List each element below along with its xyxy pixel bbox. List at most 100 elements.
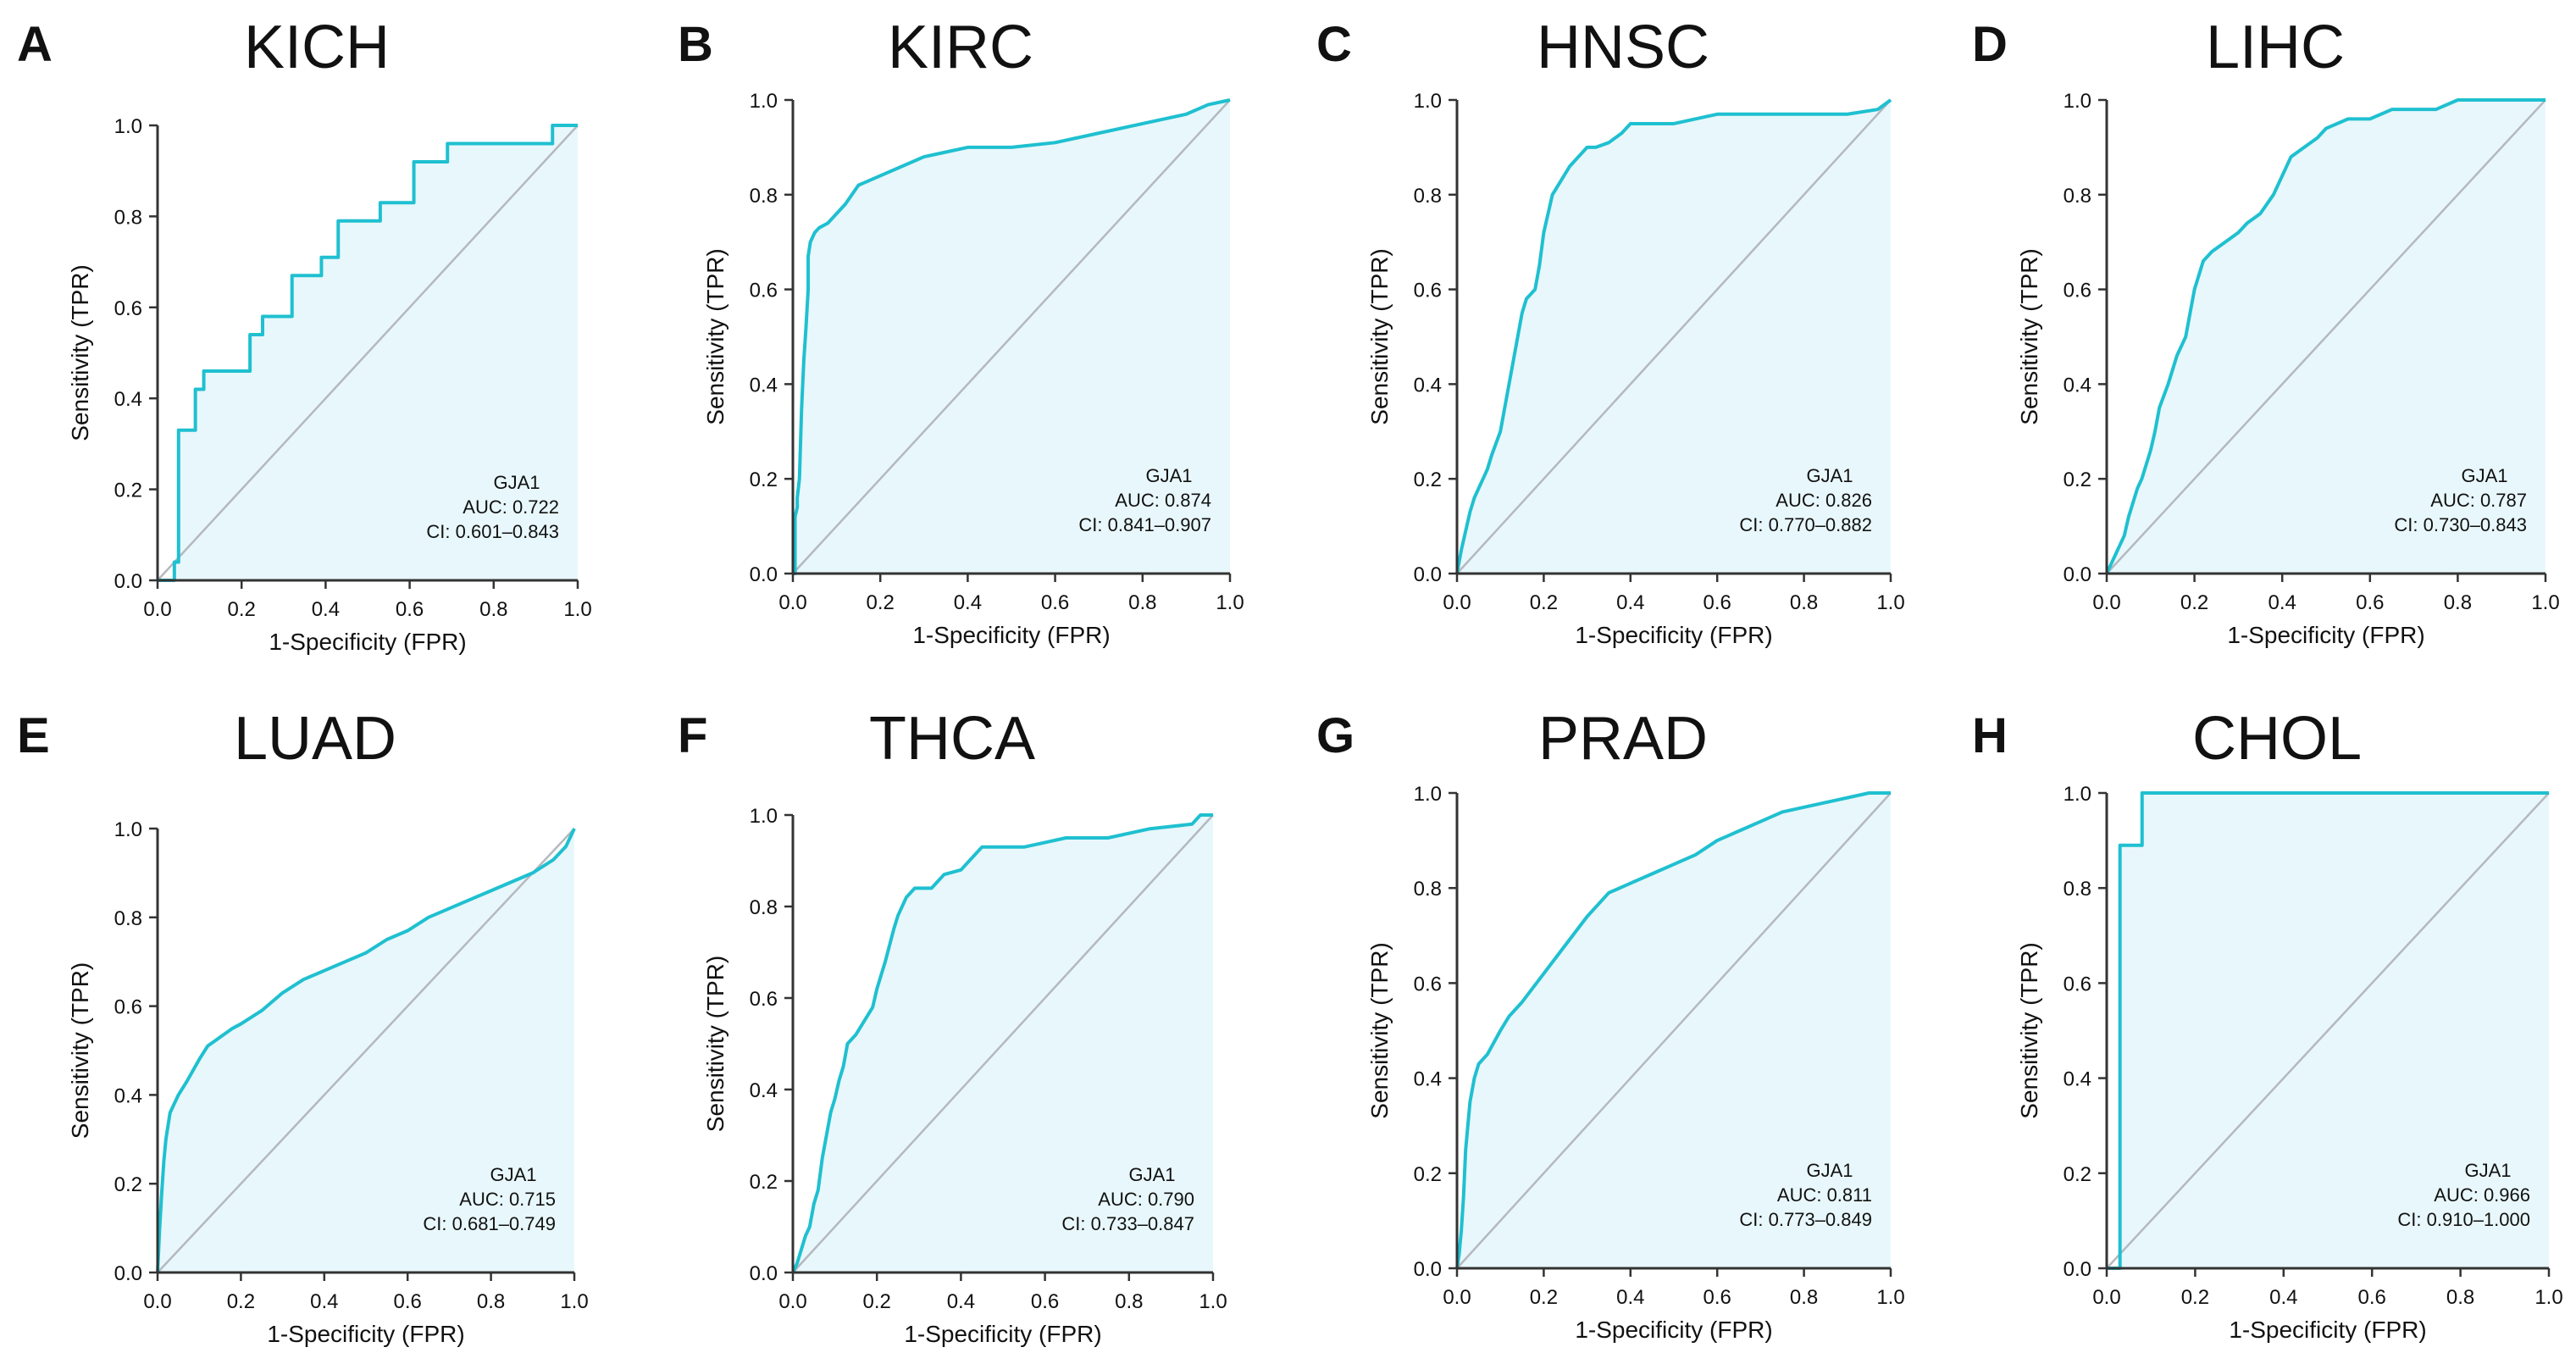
panel-title: THCA	[869, 705, 1035, 773]
x-tick-label: 0.2	[867, 591, 895, 614]
x-tick-label: 0.0	[1443, 591, 1471, 614]
panel-letter: A	[17, 17, 53, 72]
y-tick-label: 0.2	[2064, 1163, 2091, 1186]
y-tick-label: 0.4	[750, 374, 778, 396]
y-tick-label: 0.2	[1414, 1163, 1442, 1186]
x-tick-label: 1.0	[1199, 1290, 1227, 1313]
roc-curve	[1455, 791, 1891, 1269]
legend-ci: CI: 0.773–0.849	[1739, 1209, 1872, 1230]
x-tick-label: 0.2	[2180, 591, 2208, 614]
y-tick-label: 1.0	[750, 90, 778, 113]
x-tick-label: 0.0	[143, 598, 171, 621]
y-axis-title: Sensitivity (TPR)	[2016, 942, 2042, 1118]
x-axis-title: 1-Specificity (FPR)	[2229, 1317, 2426, 1343]
legend-ci: CI: 0.730–0.843	[2394, 514, 2527, 535]
y-axis-title: Sensitivity (TPR)	[67, 264, 93, 441]
legend-gene: GJA1	[1806, 465, 1853, 486]
legend-ci: CI: 0.733–0.847	[1061, 1213, 1194, 1234]
roc-panel-e: 0.00.0 0.2 0.2 0.4 0.4 0.6 0.6 0.8 0.8 1.0 1.0 1-Sp…	[17, 705, 589, 1347]
reference-diagonal	[792, 99, 1231, 574]
y-tick-label: 0.4	[114, 1084, 142, 1107]
y-tick-label: 0.0	[1414, 1258, 1442, 1281]
y-tick-label: 0.0	[1414, 563, 1442, 586]
legend-gene: GJA1	[2461, 465, 2507, 486]
legend-gene: GJA1	[2464, 1160, 2511, 1181]
legend-auc: AUC: 0.722	[463, 496, 559, 518]
legend-auc: AUC: 0.787	[2430, 490, 2527, 511]
x-tick-label: 0.6	[1703, 591, 1731, 614]
roc-curve	[2105, 98, 2546, 574]
x-tick-label: 0.4	[2269, 1286, 2297, 1309]
x-tick-label: 0.2	[2181, 1286, 2209, 1309]
roc-curve	[1455, 98, 1892, 574]
x-tick-label: 0.6	[394, 1290, 422, 1313]
roc-curve	[793, 98, 1231, 575]
panel-letter: B	[678, 17, 713, 72]
y-tick-label: 1.0	[1414, 783, 1442, 806]
roc-curve	[156, 828, 576, 1273]
y-axis-title: Sensitivity (TPR)	[2016, 248, 2042, 424]
panel-title: LIHC	[2206, 14, 2345, 81]
y-tick-label: 0.4	[750, 1079, 778, 1102]
roc-panel-g: 0.00.0 0.2 0.2 0.4 0.4 0.6 0.6 0.8 0.8 1.0 1.0 1-Sp…	[1316, 705, 1905, 1343]
y-tick-label: 1.0	[114, 818, 142, 841]
legend-gene: GJA1	[1145, 465, 1192, 486]
y-tick-label: 0.4	[1414, 374, 1442, 396]
legend-ci: CI: 0.910–1.000	[2397, 1209, 2530, 1230]
y-tick-label: 0.0	[114, 1262, 142, 1285]
y-tick-label: 1.0	[2064, 783, 2091, 806]
x-tick-label: 0.0	[2092, 1286, 2120, 1309]
reference-diagonal	[2106, 792, 2550, 1269]
y-tick-label: 0.8	[2064, 878, 2091, 901]
y-tick-label: 0.6	[750, 280, 778, 302]
panel-title: LUAD	[234, 705, 396, 773]
x-tick-label: 0.8	[477, 1290, 505, 1313]
y-tick-label: 0.6	[1414, 973, 1442, 995]
roc-curve	[158, 124, 578, 582]
y-axis-title: Sensitivity (TPR)	[1366, 248, 1393, 424]
y-tick-label: 0.4	[2064, 374, 2091, 396]
x-tick-label: 0.6	[2358, 1286, 2386, 1309]
roc-panel-d: 0.00.0 0.2 0.2 0.4 0.4 0.6 0.6 0.8 0.8 1.0 1.0 1-Sp…	[1972, 14, 2560, 648]
x-tick-label: 1.0	[1876, 591, 1904, 614]
x-axis-title: 1-Specificity (FPR)	[912, 622, 1110, 648]
x-tick-label: 0.4	[947, 1290, 975, 1313]
panel-letter: G	[1316, 708, 1354, 763]
legend-ci: CI: 0.601–0.843	[426, 521, 559, 542]
legend-auc: AUC: 0.790	[1098, 1189, 1194, 1210]
y-tick-label: 0.4	[114, 388, 142, 411]
y-tick-label: 0.4	[2064, 1068, 2091, 1091]
y-tick-label: 0.8	[2064, 185, 2091, 208]
y-tick-label: 0.6	[2064, 973, 2091, 995]
roc-panel-a: 0.00.0 0.2 0.2 0.4 0.4 0.6 0.6 0.8 0.8 1.0 1.0 1-Sp…	[17, 14, 592, 655]
x-tick-label: 0.8	[479, 598, 507, 621]
y-tick-label: 0.2	[750, 469, 778, 491]
y-tick-label: 0.8	[114, 206, 142, 229]
x-tick-label: 0.2	[228, 598, 256, 621]
legend-gene: GJA1	[1806, 1160, 1853, 1181]
x-tick-label: 0.8	[1790, 1286, 1818, 1309]
x-tick-label: 0.0	[1443, 1286, 1471, 1309]
legend-ci: CI: 0.681–0.749	[423, 1213, 556, 1234]
legend-gene: GJA1	[1128, 1164, 1175, 1185]
y-tick-label: 0.6	[2064, 280, 2091, 302]
roc-panel-b: 0.00.0 0.2 0.2 0.4 0.4 0.6 0.6 0.8 0.8 1.0 1.0 1-Sp…	[678, 14, 1244, 648]
roc-panel-h: 0.00.0 0.2 0.2 0.4 0.4 0.6 0.6 0.8 0.8 1.0 1.0 1-Sp…	[1972, 705, 2563, 1343]
x-tick-label: 0.0	[143, 1290, 171, 1313]
y-tick-label: 0.0	[2064, 1258, 2091, 1281]
y-tick-label: 0.6	[114, 996, 142, 1019]
x-tick-label: 0.6	[396, 598, 424, 621]
y-axis-title: Sensitivity (TPR)	[1366, 942, 1393, 1118]
x-tick-label: 1.0	[1876, 1286, 1904, 1309]
x-tick-label: 0.4	[954, 591, 982, 614]
y-tick-label: 0.8	[1414, 878, 1442, 901]
x-axis-title: 1-Specificity (FPR)	[1575, 1317, 1772, 1343]
y-tick-label: 0.2	[750, 1171, 778, 1194]
x-tick-label: 0.4	[312, 598, 340, 621]
y-axis-title: Sensitivity (TPR)	[702, 248, 728, 424]
reference-diagonal	[2106, 99, 2546, 574]
y-tick-label: 0.8	[750, 896, 778, 919]
y-tick-label: 0.2	[1414, 469, 1442, 491]
legend-gene: GJA1	[493, 472, 540, 493]
y-tick-label: 0.2	[114, 1173, 142, 1196]
